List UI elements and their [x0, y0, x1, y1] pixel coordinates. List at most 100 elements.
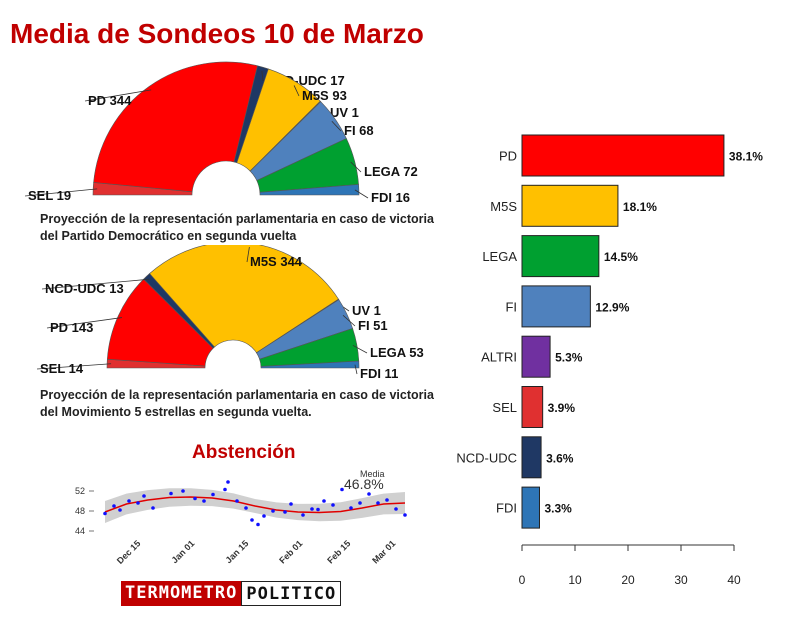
bar-category-label: ALTRI [481, 350, 517, 365]
seat-label-fi: FI 68 [344, 123, 374, 138]
bar-value-label: 38.1% [729, 150, 763, 164]
abstention-y-tick: 44 [75, 526, 85, 536]
abstention-annotation-value: 46.8% [344, 476, 384, 492]
abstention-point [193, 496, 197, 501]
seat-label-lega: LEGA 53 [370, 345, 424, 360]
bar-value-label: 18.1% [623, 200, 657, 214]
abstention-point [136, 501, 140, 505]
abstention-point [118, 508, 122, 512]
leader-line [246, 247, 250, 263]
abstention-point [223, 487, 227, 492]
caption-line: Proyección de la representación parlamen… [40, 388, 434, 402]
abstention-x-tick: Jan 01 [170, 538, 197, 565]
abstention-point [235, 499, 239, 503]
bar-category-label: FDI [496, 501, 517, 516]
seat-label-uv: UV 1 [330, 105, 359, 120]
seat-label-fdi: FDI 11 [360, 366, 398, 381]
bar-x-tick-label: 40 [727, 573, 741, 587]
bar-category-label: NCD-UDC [456, 450, 517, 465]
leader-line [46, 317, 122, 329]
abstention-x-tick: Feb 01 [277, 538, 304, 565]
leader-line [24, 188, 98, 197]
seat-label-uv: UV 1 [352, 303, 381, 318]
page-title: Media de Sondeos 10 de Marzo [10, 18, 424, 49]
abstention-point [181, 489, 185, 493]
abstention-point [202, 499, 206, 503]
bar-x-tick-label: 0 [519, 573, 526, 587]
abstention-point [340, 487, 344, 492]
leader-line [84, 89, 152, 102]
caption-pd-victory: Proyección de la representación parlamen… [40, 211, 434, 245]
abstention-y-tick: 48 [75, 506, 85, 516]
seat-label-m5s: M5S 344 [250, 254, 303, 269]
caption-m5s-victory: Proyección de la representación parlamen… [40, 387, 434, 421]
bar-fdi [521, 486, 540, 529]
logo-part-termometro: TERMOMETRO [121, 581, 242, 606]
abstention-chart: 44 48 52 Dec 15 Jan 01 Jan 15 Feb 01 Feb 15 Mar … [75, 469, 407, 566]
abstention-trend-line [104, 496, 406, 514]
bar-category-label: LEGA [482, 249, 517, 264]
bar-category-label: PD [499, 149, 517, 164]
abstention-y-tick: 52 [75, 486, 85, 496]
abstention-point [316, 507, 320, 512]
bar-value-label: 3.6% [546, 451, 574, 465]
leader-line [41, 278, 150, 290]
abstention-x-tick: Jan 15 [224, 538, 251, 565]
leader-line [261, 71, 264, 82]
bar-sel [521, 386, 544, 428]
bar-fi [521, 285, 591, 328]
abstention-title: Abstención [192, 442, 296, 463]
leader-line [354, 189, 369, 199]
abstention-point [403, 513, 407, 517]
abstention-point [289, 502, 293, 506]
leader-line [342, 315, 356, 327]
abstention-point [367, 492, 371, 496]
bar-pd [521, 134, 725, 177]
caption-line: Proyección de la representación parlamen… [40, 212, 434, 226]
bar-x-tick-label: 10 [568, 573, 582, 587]
bar-m5s [521, 184, 619, 227]
caption-line: del Partido Democrático en segunda vuelt… [40, 229, 297, 243]
bar-ncd-udc [521, 436, 542, 479]
seat-label-fi: FI 51 [358, 318, 388, 333]
leader-line [354, 364, 358, 375]
leader-line [350, 161, 362, 173]
abstention-annotation-label: Media [360, 469, 385, 479]
bar-value-label: 5.3% [555, 351, 583, 365]
seat-label-sel: SEL 19 [28, 188, 71, 203]
abstention-point [376, 501, 380, 505]
abstention-point [226, 480, 230, 484]
abstention-point [349, 506, 353, 510]
hemicycle-m5s-victory: SEL 14 PD 143 NCD-UDC 13 M5S 344 UV 1FI 51 LE… [36, 245, 424, 381]
seat-label-pd: PD 344 [88, 93, 132, 108]
abstention-x-tick: Mar 01 [370, 538, 397, 565]
abstention-point [112, 504, 116, 508]
bar-category-label: FI [505, 299, 517, 314]
termometro-politico-logo: TERMOMETRO POLITICO [121, 581, 367, 606]
seat-slice-pd [106, 278, 214, 367]
abstention-point [151, 506, 155, 510]
bar-value-label: 12.9% [595, 300, 629, 314]
bar-x-tick-label: 30 [674, 573, 688, 587]
abstention-point [283, 510, 287, 514]
leader-line [352, 344, 368, 354]
leader-line [331, 120, 342, 132]
bar-lega [521, 235, 600, 278]
abstention-point [262, 514, 266, 518]
bar-value-label: 3.9% [548, 401, 576, 415]
caption-line: del Movimiento 5 estrellas en segunda vu… [40, 405, 312, 419]
seat-label-sel: SEL 14 [40, 361, 84, 376]
seat-label-pd: PD 143 [50, 320, 93, 335]
bar-x-tick-label: 20 [621, 573, 635, 587]
abstention-point [250, 518, 254, 522]
seat-label-ncd-udc: NCD-UDC 13 [45, 281, 124, 296]
bar-category-label: SEL [492, 400, 517, 415]
abstention-point [169, 491, 173, 496]
seat-label-m5s: M5S 93 [302, 88, 347, 103]
bar-altri [521, 335, 551, 378]
seat-slice-fdi [259, 184, 360, 196]
abstention-point [358, 501, 362, 505]
abstention-point [142, 494, 146, 498]
logo-part-politico: POLITICO [241, 581, 342, 606]
